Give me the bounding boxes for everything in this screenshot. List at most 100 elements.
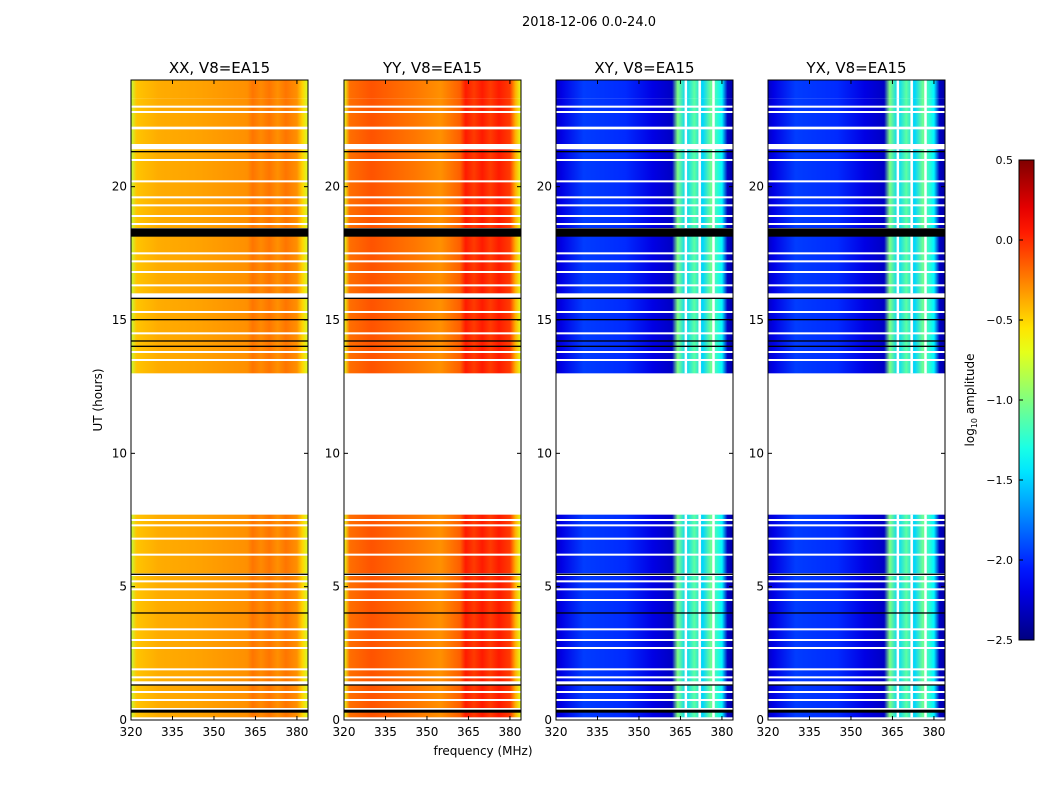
flag-line	[556, 340, 733, 342]
gap-line	[556, 647, 733, 649]
flag-line	[556, 297, 733, 299]
gap-line	[344, 647, 521, 649]
colorbar-label: log10 amplitude	[963, 354, 979, 447]
gap-line	[344, 204, 521, 207]
panel-xy: XY, V8=EA15 320 335 350 365 380 0 5 10 15 20	[537, 59, 734, 739]
flag-line	[344, 340, 521, 342]
y-tick-label: 10	[749, 446, 764, 460]
flag-line	[556, 573, 733, 575]
flag-line	[344, 231, 521, 234]
gap-line	[556, 271, 733, 273]
gap-line	[556, 260, 733, 263]
heatmap-band	[556, 129, 733, 136]
x-tick-label: 380	[498, 725, 521, 739]
heatmap-band	[556, 149, 733, 228]
flag-line	[344, 709, 521, 713]
gap-line	[131, 553, 308, 556]
gap-line	[344, 639, 521, 641]
gap-line	[556, 284, 733, 287]
axes-frame	[343, 79, 522, 721]
gap-line	[556, 196, 733, 199]
gap-line	[131, 332, 308, 335]
flagged-channel	[712, 514, 715, 574]
gap-line	[131, 180, 308, 183]
flag-line	[768, 684, 945, 686]
gap-line	[131, 196, 308, 199]
y-tick-label: 15	[325, 313, 340, 327]
heatmap-band	[768, 236, 945, 294]
gap-line	[344, 196, 521, 199]
x-tick-label: 365	[669, 725, 692, 739]
flagged-channel	[924, 236, 927, 294]
heatmap-band	[556, 685, 733, 708]
gap-line	[344, 588, 521, 591]
flagged-channel	[698, 298, 701, 374]
heatmap-band	[556, 298, 733, 374]
gap-line	[131, 159, 308, 161]
flagged-channel	[698, 149, 701, 228]
y-tick-label: 0	[332, 713, 340, 727]
x-tick-label: 350	[416, 725, 439, 739]
panel-title: YY, V8=EA15	[382, 59, 482, 77]
flag-line	[131, 340, 308, 342]
x-tick-label: 380	[710, 725, 733, 739]
x-tick-label: 350	[203, 725, 226, 739]
flagged-channel	[712, 685, 715, 708]
flagged-channel	[896, 136, 900, 144]
colorbar-tick-label: −2.5	[986, 634, 1013, 647]
y-tick-label: 15	[537, 313, 552, 327]
gap-line	[556, 252, 733, 255]
flagged-channel	[910, 514, 913, 574]
flag-line	[131, 573, 308, 575]
gap-line	[556, 105, 733, 108]
gap-line	[344, 580, 521, 583]
heatmap-band	[344, 685, 521, 708]
x-tick-label: 320	[757, 725, 780, 739]
gap-line	[556, 215, 733, 217]
y-tick-label: 0	[544, 713, 552, 727]
x-tick-label: 320	[333, 725, 356, 739]
gap-line	[344, 359, 521, 361]
gap-line	[556, 359, 733, 361]
heatmap-band	[556, 236, 733, 294]
flag-line	[768, 319, 945, 321]
axes-frame	[767, 79, 946, 721]
flag-line	[556, 709, 733, 713]
gap-line	[344, 252, 521, 255]
gap-line	[131, 351, 308, 353]
colorbar-tick-label: −0.5	[986, 314, 1013, 327]
gap-line	[131, 204, 308, 207]
flagged-channel	[712, 298, 715, 374]
flag-line	[556, 684, 733, 686]
heatmap-band	[344, 129, 521, 136]
y-tick-label: 5	[756, 580, 764, 594]
flagged-channel	[896, 236, 900, 294]
flagged-channel	[712, 712, 715, 718]
flag-line	[131, 233, 308, 237]
panel-title: XX, V8=EA15	[169, 59, 270, 77]
heatmap-band	[768, 136, 945, 144]
gap-line	[131, 537, 308, 540]
panel-yx: YX, V8=EA15 320 335 350 365 380 0 5 10 15 20	[749, 59, 946, 739]
gap-line	[344, 271, 521, 273]
x-axis-label: frequency (MHz)	[433, 744, 532, 758]
heatmap-band	[131, 129, 308, 136]
x-tick-label: 335	[161, 725, 184, 739]
y-tick-label: 20	[112, 180, 127, 194]
flag-line	[768, 573, 945, 575]
gap-line	[556, 111, 733, 113]
gap-line	[556, 351, 733, 353]
gap-line	[131, 599, 308, 601]
heatmap-band	[131, 685, 308, 708]
flag-line	[131, 684, 308, 686]
y-tick-label: 5	[119, 580, 127, 594]
gap-line	[344, 524, 521, 527]
flagged-channel	[684, 129, 688, 136]
gap-line	[131, 359, 308, 361]
flagged-channel	[924, 685, 927, 708]
flagged-channel	[684, 712, 688, 718]
gap-line	[556, 699, 733, 701]
flag-line	[768, 233, 945, 237]
gap-line	[344, 223, 521, 225]
gap-line	[131, 311, 308, 313]
